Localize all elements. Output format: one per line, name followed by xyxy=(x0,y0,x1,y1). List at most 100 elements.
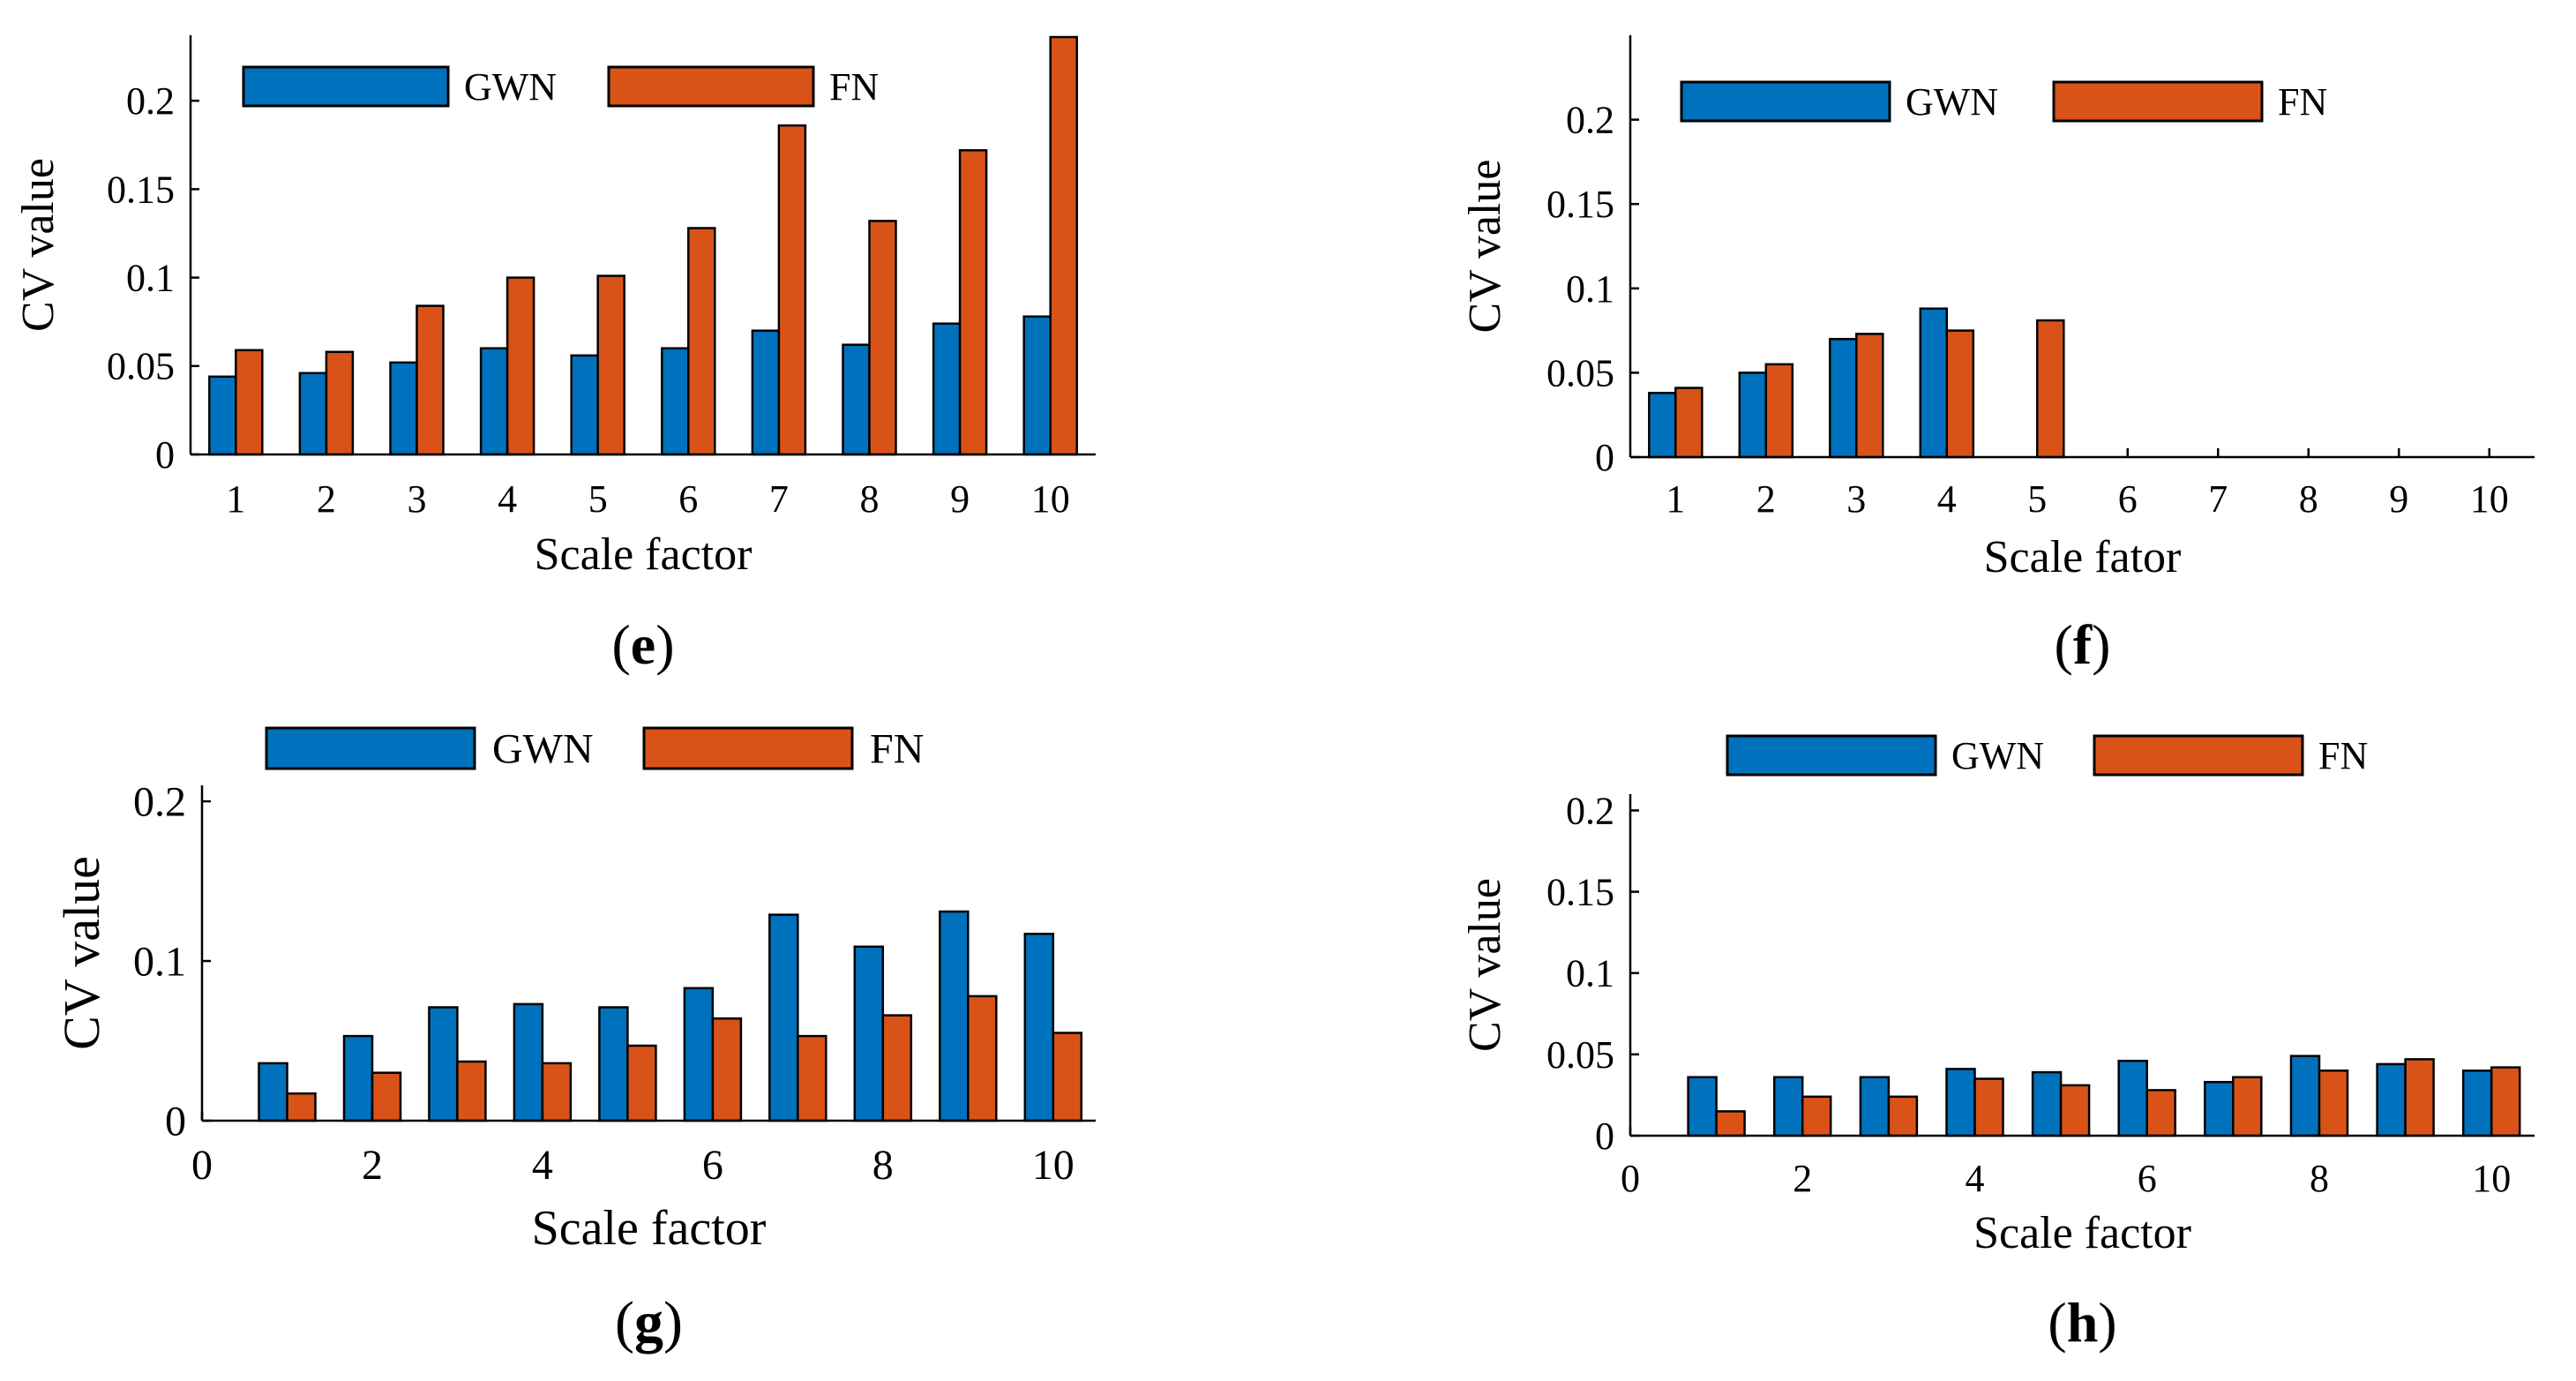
x-tick-label: 7 xyxy=(2208,477,2228,521)
bar-fn-3 xyxy=(1855,333,1884,459)
bar-gwn-3 xyxy=(389,361,418,456)
y-axis-label: CV value xyxy=(53,856,110,1050)
bar-gwn-1 xyxy=(258,1062,288,1122)
x-tick-label: 5 xyxy=(588,477,608,521)
bar-fn-9 xyxy=(2404,1058,2435,1137)
legend-swatch-gwn xyxy=(1726,734,1937,777)
bar-fn-2 xyxy=(1801,1095,1832,1137)
bar-gwn-2 xyxy=(1738,372,1768,459)
y-tick-label: 0.15 xyxy=(107,168,175,211)
x-tick-label: 3 xyxy=(1846,477,1866,521)
bar-fn-7 xyxy=(2232,1076,2263,1137)
x-tick-label: 8 xyxy=(2299,477,2318,521)
bar-fn-7 xyxy=(797,1034,827,1122)
legend-h: GWN FN xyxy=(1726,734,2368,777)
legend-label-fn: FN xyxy=(2318,734,2368,777)
bar-fn-2 xyxy=(371,1071,402,1122)
legend-swatch-gwn xyxy=(1680,80,1891,123)
bar-fn-5 xyxy=(2059,1084,2091,1137)
bar-fn-7 xyxy=(777,124,807,456)
y-tick-label: 0.1 xyxy=(1566,267,1614,311)
bar-fn-1 xyxy=(1715,1110,1746,1137)
x-tick-label: 1 xyxy=(226,477,245,521)
bars-f xyxy=(1648,307,2065,459)
bar-gwn-2 xyxy=(298,372,328,456)
bar-gwn-5 xyxy=(2031,1070,2063,1137)
x-tick-label: 4 xyxy=(498,477,517,521)
bar-fn-2 xyxy=(1764,363,1794,459)
x-tick-label: 4 xyxy=(1937,477,1957,521)
x-tick-label: 6 xyxy=(2138,1157,2157,1200)
bar-fn-3 xyxy=(456,1060,487,1122)
bar-gwn-9 xyxy=(932,322,962,456)
bar-gwn-1 xyxy=(208,375,237,456)
y-tick-label: 0.1 xyxy=(126,257,175,300)
x-tick-label: 9 xyxy=(950,477,970,521)
legend-e: GWN FN xyxy=(242,65,879,109)
bar-fn-1 xyxy=(286,1092,317,1122)
x-tick-label: 9 xyxy=(2389,477,2408,521)
x-tick-label: 10 xyxy=(1031,477,1070,521)
y-axis-label: CV value xyxy=(1460,160,1510,334)
legend-label-fn: FN xyxy=(2278,80,2327,124)
x-tick-label: 3 xyxy=(408,477,427,521)
bar-fn-8 xyxy=(2318,1070,2349,1137)
bar-fn-10 xyxy=(2490,1066,2521,1137)
bar-gwn-9 xyxy=(2376,1062,2407,1137)
panel-label: (f) xyxy=(2055,613,2111,676)
bar-gwn-4 xyxy=(1919,307,1949,459)
legend-swatch-gwn xyxy=(242,65,450,108)
x-tick-label: 4 xyxy=(1965,1157,1984,1200)
bar-gwn-3 xyxy=(1859,1076,1891,1137)
bar-gwn-5 xyxy=(570,354,599,456)
y-tick-label: 0.15 xyxy=(1546,183,1614,226)
panel-f: 0 0.05 0.1 0.15 0.2 1 2 3 4 5 6 7 8 9 10 Scale fator CV … xyxy=(1460,35,2535,676)
x-axis-label: Scale fator xyxy=(1984,532,2182,582)
y-tick-label: 0.05 xyxy=(1546,1033,1614,1077)
y-axis-label: CV value xyxy=(13,158,64,332)
bar-gwn-4 xyxy=(1945,1068,1976,1137)
panel-label: (e) xyxy=(611,613,674,676)
bar-gwn-8 xyxy=(842,343,871,456)
bar-gwn-4 xyxy=(479,347,509,456)
legend-swatch-fn xyxy=(607,65,815,108)
bar-gwn-10 xyxy=(2461,1070,2493,1137)
bar-gwn-9 xyxy=(939,910,970,1122)
bar-fn-5 xyxy=(626,1044,657,1122)
x-tick-label: 2 xyxy=(317,477,336,521)
bar-fn-10 xyxy=(1052,1032,1083,1122)
bar-fn-1 xyxy=(235,349,264,456)
panel-g: 0 0.1 0.2 0 2 4 6 8 10 Scale factor CV value GWN FN (… xyxy=(53,725,1096,1355)
bar-gwn-10 xyxy=(1023,933,1055,1122)
legend-swatch-fn xyxy=(2052,80,2264,123)
bar-fn-9 xyxy=(967,994,998,1122)
x-tick-label: 6 xyxy=(702,1142,723,1189)
y-tick-label: 0.15 xyxy=(1546,871,1614,914)
y-tick-label: 0.2 xyxy=(1566,789,1614,832)
bar-fn-8 xyxy=(868,220,897,456)
y-tick-label: 0.05 xyxy=(107,345,175,388)
bars-h xyxy=(1687,1055,2521,1137)
x-tick-label: 0 xyxy=(1621,1157,1640,1200)
bar-fn-4 xyxy=(541,1062,573,1122)
bar-gwn-2 xyxy=(1772,1076,1804,1137)
bar-gwn-7 xyxy=(768,913,799,1122)
bar-gwn-7 xyxy=(2204,1080,2235,1137)
bars-e xyxy=(208,35,1078,456)
x-tick-label: 4 xyxy=(532,1142,553,1189)
panel-label: (h) xyxy=(2048,1291,2116,1354)
y-tick-label: 0 xyxy=(165,1098,186,1145)
y-tick-label: 0 xyxy=(155,433,175,477)
x-axis-label: Scale factor xyxy=(532,1201,767,1256)
x-tick-label: 0 xyxy=(191,1142,213,1189)
x-tick-label: 8 xyxy=(2310,1157,2329,1200)
bar-fn-4 xyxy=(505,276,535,456)
bar-fn-1 xyxy=(1674,387,1704,459)
legend-label-fn: FN xyxy=(829,65,879,109)
bars-g xyxy=(258,910,1083,1122)
legend-swatch-gwn xyxy=(265,726,476,770)
legend-label-gwn: GWN xyxy=(464,65,557,109)
bar-gwn-6 xyxy=(2117,1059,2148,1137)
bar-fn-5 xyxy=(596,274,625,456)
